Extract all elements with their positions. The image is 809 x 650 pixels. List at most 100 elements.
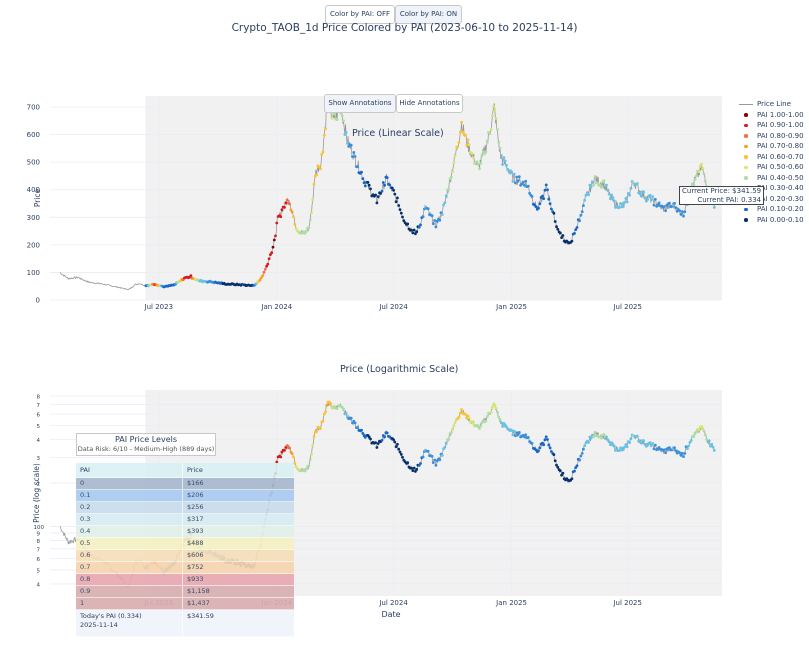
y-tick-label: 9	[37, 532, 41, 538]
hide-annotations-button[interactable]: Hide Annotations	[396, 94, 463, 113]
pai-point	[457, 415, 461, 419]
pai-point	[605, 435, 608, 439]
x-tick-label: Jan 2025	[495, 599, 527, 607]
pai-point	[485, 415, 489, 418]
pai-point	[471, 156, 475, 160]
pai-point	[651, 442, 655, 445]
pai-point	[673, 201, 676, 205]
pai-point	[555, 225, 558, 229]
pai-point	[392, 438, 395, 442]
pai-point	[523, 435, 526, 439]
pai-point	[575, 464, 579, 468]
color-by-pai-on-button[interactable]: Color by PAI: ON	[395, 5, 462, 24]
pai-point	[503, 423, 507, 427]
pai-point	[321, 150, 325, 154]
pai-point	[356, 426, 359, 429]
legend-item[interactable]: PAI 0.50-0.60	[737, 162, 804, 173]
pai-point	[574, 228, 578, 232]
legend-item[interactable]: PAI 0.90-1.00	[737, 120, 804, 131]
pai-point	[592, 435, 596, 439]
pai-point	[499, 421, 503, 424]
pai-point	[511, 433, 515, 437]
pai-point	[266, 262, 270, 266]
pai-point	[624, 197, 628, 200]
pai-point	[417, 225, 421, 229]
legend-item[interactable]: Price Line	[737, 99, 804, 110]
pai-point	[678, 451, 682, 455]
pai-point	[580, 210, 584, 214]
pai-point	[430, 214, 434, 218]
pai-point	[293, 222, 297, 226]
pai-point	[401, 455, 404, 459]
legend-label: PAI 0.40-0.50	[757, 173, 804, 182]
pai-point	[396, 196, 399, 200]
pai-point	[411, 469, 415, 472]
pai-point	[303, 231, 307, 235]
pai-point	[578, 458, 581, 462]
pai-point	[561, 234, 565, 237]
pai-point	[638, 192, 642, 196]
pai-point	[304, 467, 308, 471]
table-row: 0.7 $752	[76, 562, 294, 574]
legend-label: Price Line	[757, 100, 791, 109]
pai-cell: 0.8	[76, 574, 183, 585]
pai-point	[703, 433, 707, 437]
legend-label: PAI 0.70-0.80	[757, 142, 804, 151]
pai-point	[700, 162, 703, 166]
pai-point	[272, 238, 276, 242]
legend-item[interactable]: PAI 0.60-0.70	[737, 152, 804, 163]
legend-item[interactable]: PAI 0.40-0.50	[737, 173, 804, 184]
header-pai: PAI	[76, 463, 183, 477]
legend-item[interactable]: PAI 1.00-1.00	[737, 110, 804, 121]
pai-point	[512, 429, 516, 433]
pai-levels-table: PAI Price 0 $166 0.1 $206 0.2 $256 0.3 $317 0.4 $…	[76, 463, 294, 637]
table-row: 0.6 $606	[76, 550, 294, 562]
pai-point	[383, 183, 386, 187]
current-price-text: Current Price: $341.59	[682, 187, 762, 195]
pai-point	[592, 183, 596, 187]
pai-point	[683, 210, 687, 214]
pai-point	[534, 205, 538, 209]
y-axis-label: Price (log scale)	[32, 463, 41, 523]
pai-point	[476, 163, 480, 166]
price-cell: $206	[187, 491, 204, 499]
pai-point	[646, 198, 649, 201]
pai-point	[310, 452, 313, 456]
pai-point	[493, 108, 497, 112]
pai-point	[648, 441, 652, 445]
legend-item[interactable]: PAI 0.70-0.80	[737, 141, 804, 152]
pai-point	[426, 207, 430, 211]
pai-point	[544, 435, 548, 439]
pai-point	[552, 211, 556, 215]
pai-levels-title-box: PAI Price Levels Data Risk: 6/10 - Mediu…	[76, 433, 216, 456]
y-tick-label: 0	[36, 297, 40, 305]
legend-item[interactable]: PAI 0.10-0.20	[737, 204, 804, 215]
legend-item[interactable]: PAI 0.80-0.90	[737, 131, 804, 142]
legend-label: PAI 0.10-0.20	[757, 205, 804, 214]
pai-point	[502, 156, 506, 160]
pai-point	[648, 193, 652, 197]
pai-point	[596, 181, 599, 185]
pai-point	[553, 220, 557, 223]
pai-point	[712, 206, 716, 209]
pai-point	[591, 180, 594, 184]
pai-point	[356, 165, 359, 169]
pai-point	[642, 190, 646, 194]
pai-point	[438, 458, 442, 462]
current-pai-text: Current PAI: 0.334	[697, 195, 762, 204]
price-cell: $317	[187, 515, 204, 523]
pai-point	[379, 192, 383, 195]
plot-background	[145, 96, 722, 300]
color-by-pai-off-button[interactable]: Color by PAI: OFF	[325, 5, 395, 24]
show-annotations-button[interactable]: Show Annotations	[324, 94, 396, 113]
pai-point	[270, 251, 274, 255]
legend-item[interactable]: PAI 0.00-0.10	[737, 215, 804, 226]
pai-point	[464, 412, 467, 416]
legend-label: PAI 0.00-0.10	[757, 215, 804, 224]
pai-point	[325, 403, 329, 407]
y-tick-label: 400	[27, 186, 40, 194]
pai-point	[361, 177, 365, 181]
pai-point	[618, 449, 621, 452]
pai-point	[587, 193, 590, 197]
pai-point	[324, 410, 327, 414]
